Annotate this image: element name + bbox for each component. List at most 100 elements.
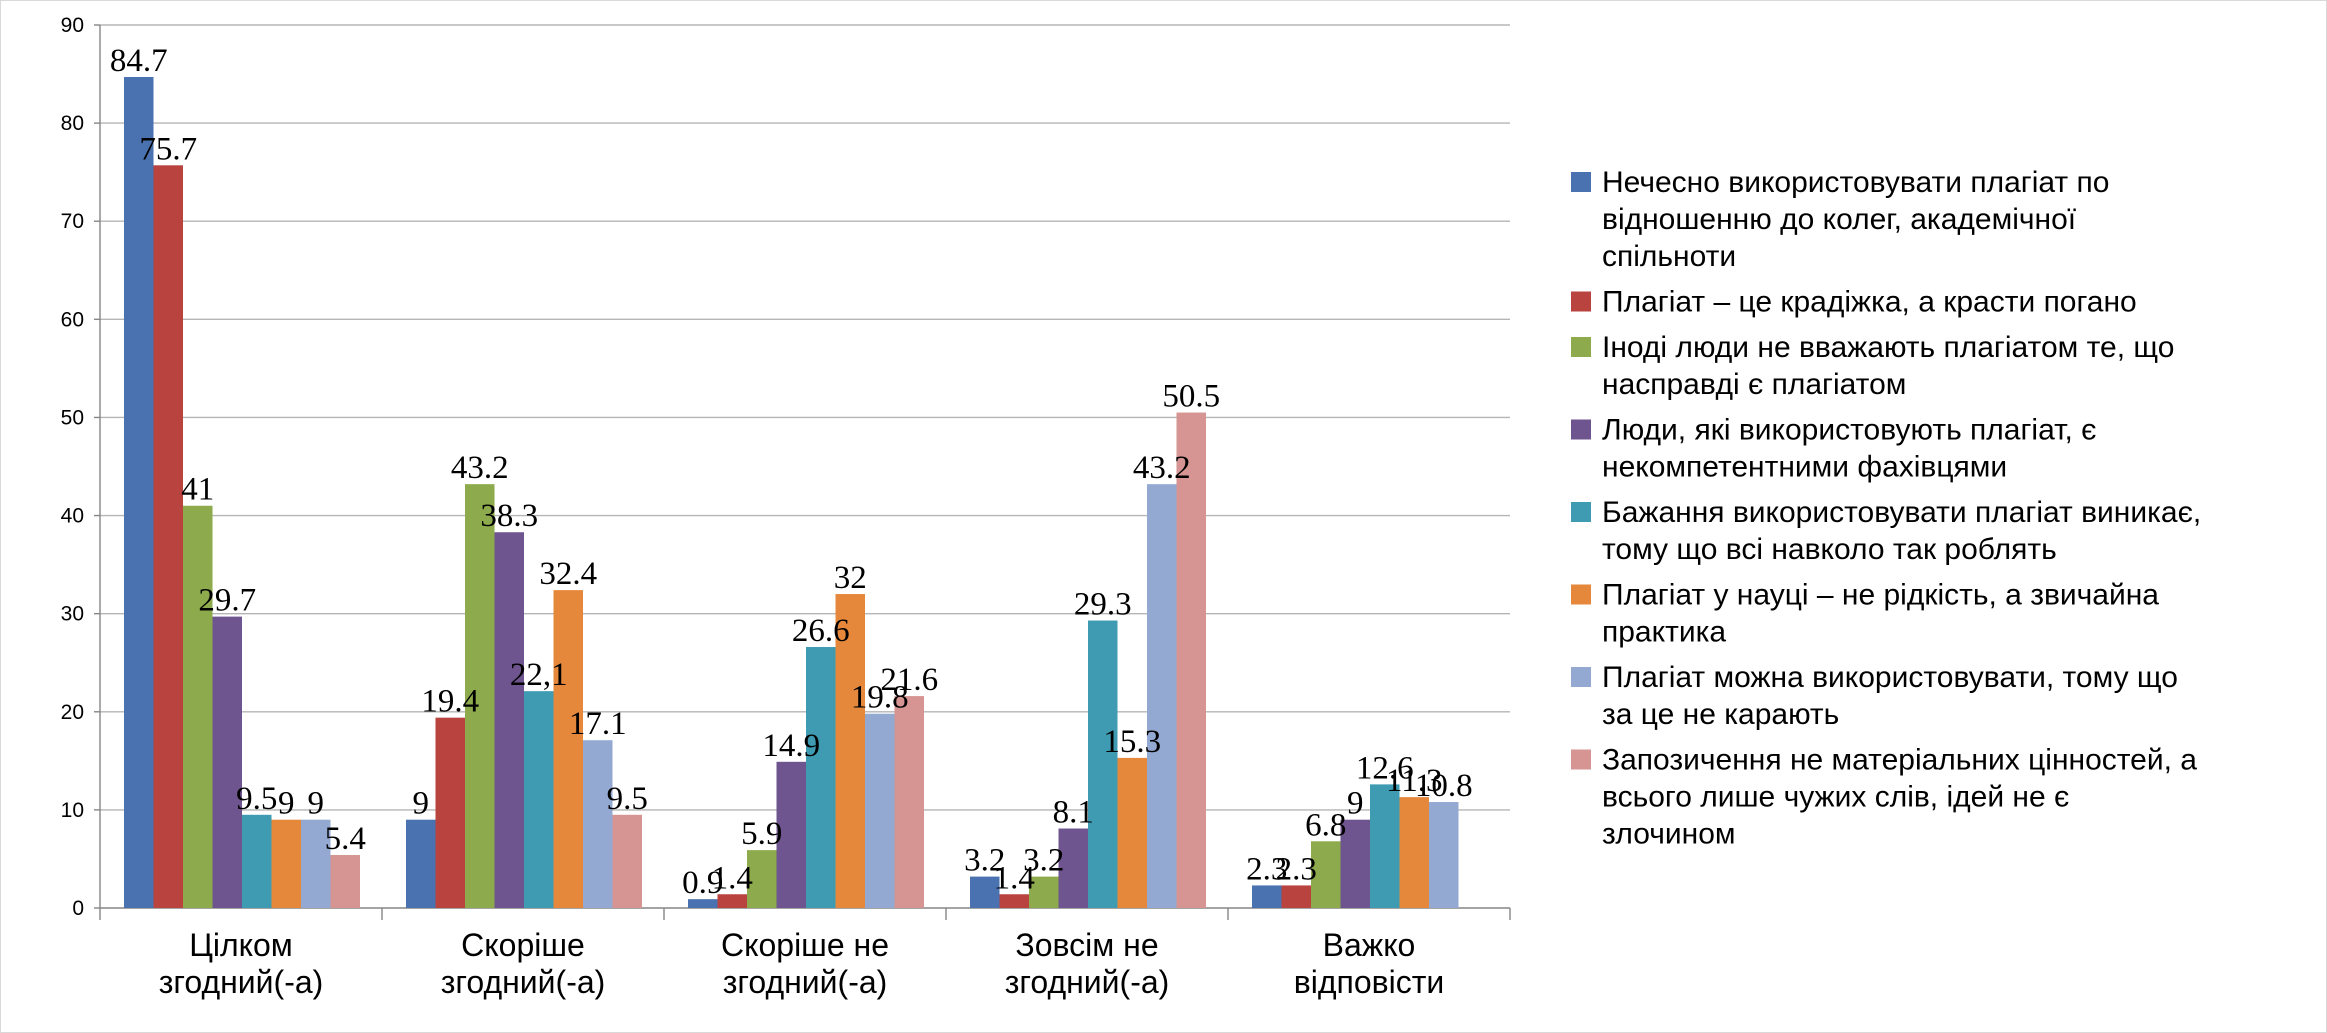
legend-label: Нечесно використовувати плагіат по — [1602, 166, 2109, 199]
x-category-label: згодний(-а) — [441, 964, 606, 1000]
bar — [124, 76, 154, 908]
bars — [124, 76, 1459, 908]
data-label: 0.9 — [682, 865, 723, 901]
data-label: 43.2 — [451, 450, 509, 486]
bar — [494, 532, 524, 908]
legend-swatch — [1571, 749, 1591, 770]
legend-label: Плагіат у науці – не рідкість, а звичайн… — [1602, 579, 2159, 612]
bar — [999, 894, 1029, 908]
legend-label: Плагіат можна використовувати, тому що — [1602, 661, 2178, 694]
legend-swatch — [1571, 502, 1591, 522]
data-label: 32 — [834, 560, 867, 596]
legend-label: всього лише чужих слів, ідей не є — [1602, 781, 2069, 814]
data-label: 5.4 — [325, 821, 366, 857]
data-label: 3.2 — [964, 843, 1005, 879]
bar — [747, 850, 777, 908]
bar — [1340, 819, 1370, 908]
data-label: 10.8 — [1415, 768, 1473, 804]
legend-label: за це не карають — [1602, 698, 1839, 731]
legend-label: Іноді люди не вважають плагіатом те, що — [1602, 331, 2174, 364]
y-tick-label: 90 — [61, 14, 84, 37]
data-label: 15.3 — [1103, 724, 1161, 760]
legend-label: спільноти — [1602, 240, 1736, 273]
y-axis: 0 10 20 30 40 50 60 70 80 90 — [61, 14, 101, 920]
y-tick-label: 40 — [61, 505, 84, 528]
x-category-label: Скоріше не — [721, 927, 889, 963]
bar — [1281, 885, 1311, 908]
bar — [271, 819, 301, 908]
data-label: 3.2 — [1023, 843, 1064, 879]
data-label: 29.7 — [198, 583, 256, 619]
data-label: 1.4 — [712, 860, 753, 896]
bar — [1252, 885, 1282, 908]
legend-label: Люди, які використовують плагіат, є — [1602, 414, 2097, 447]
y-tick-label: 30 — [61, 603, 84, 626]
data-label: 50.5 — [1162, 379, 1220, 415]
legend-swatch — [1571, 419, 1591, 440]
bar — [806, 647, 836, 908]
data-label: 26.6 — [792, 613, 850, 649]
bar — [612, 814, 642, 908]
legend-swatch — [1571, 337, 1591, 357]
bar — [835, 594, 865, 908]
data-label: 1.4 — [994, 860, 1035, 896]
data-label: 9 — [308, 786, 325, 822]
bar — [583, 740, 613, 908]
y-tick-label: 50 — [61, 406, 84, 429]
legend-swatch — [1571, 667, 1591, 687]
data-label: 22,1 — [510, 657, 568, 693]
bar — [553, 590, 583, 908]
data-label: 19.8 — [851, 680, 909, 716]
legend-label: злочином — [1602, 818, 1736, 851]
data-label: 75.7 — [139, 131, 197, 167]
bar — [894, 696, 924, 908]
data-label: 6.8 — [1305, 807, 1346, 843]
bar — [1429, 802, 1459, 908]
bar — [1311, 841, 1341, 908]
data-label: 9.5 — [236, 781, 277, 817]
y-tick-label: 20 — [61, 701, 84, 724]
bar — [1058, 828, 1088, 908]
bar — [970, 876, 1000, 908]
data-label: 9 — [278, 786, 295, 822]
data-label: 8.1 — [1053, 795, 1094, 831]
legend-label: тому що всі навколо так роблять — [1602, 533, 2057, 566]
legend-label: Бажання використовувати плагіат виникає, — [1602, 496, 2201, 529]
bar — [1176, 412, 1206, 908]
x-category-label: згодний(-а) — [159, 964, 324, 1000]
bar — [183, 505, 213, 908]
data-label: 2.3 — [1246, 851, 1287, 887]
bar — [212, 616, 242, 908]
x-category-label: відповісти — [1294, 964, 1445, 1000]
x-axis: Цілкомзгодний(-а)Скорішезгодний(-а)Скорі… — [99, 908, 1511, 1000]
data-label: 17.1 — [569, 706, 627, 742]
legend-swatch — [1571, 172, 1591, 192]
legend-label: Запозичення не матеріальних цінностей, а — [1602, 744, 2197, 777]
data-label: 21.6 — [880, 662, 938, 698]
y-tick-label: 70 — [61, 210, 84, 233]
legend-swatch — [1571, 584, 1591, 605]
legend-swatch — [1571, 291, 1591, 312]
data-label: 19.4 — [421, 684, 479, 720]
data-label: 2.3 — [1276, 851, 1317, 887]
legend-label: некомпетентними фахівцями — [1602, 451, 2007, 484]
bar — [717, 894, 747, 908]
x-category-label: згодний(-а) — [1005, 964, 1170, 1000]
y-tick-label: 60 — [61, 308, 84, 331]
y-tick-label: 10 — [61, 799, 84, 822]
data-label: 41 — [181, 472, 214, 508]
bar — [465, 484, 495, 908]
y-tick-label: 0 — [72, 897, 84, 920]
legend-label: практика — [1602, 616, 1726, 649]
legend-label: відношенню до колег, академічної — [1602, 203, 2077, 236]
bar — [1399, 797, 1429, 908]
bar — [242, 814, 272, 908]
x-category-label: Зовсім не — [1015, 927, 1158, 963]
x-category-label: згодний(-а) — [723, 964, 888, 1000]
x-category-label: Скоріше — [461, 927, 585, 963]
data-label: 9 — [413, 786, 430, 822]
bar — [435, 717, 465, 908]
bar — [406, 819, 436, 908]
